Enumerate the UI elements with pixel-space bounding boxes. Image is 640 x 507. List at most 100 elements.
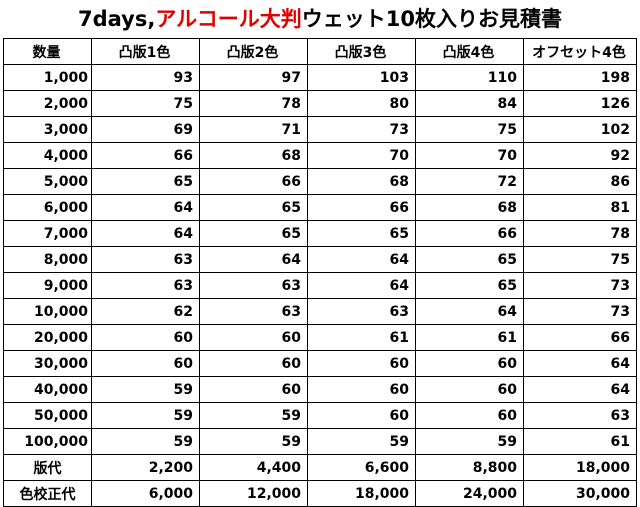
price-cell: 66 [523,324,637,351]
table-row: 50,000 59 59 60 60 63 [3,402,637,429]
price-cell: 64 [199,246,308,273]
price-cell: 71 [199,116,308,143]
price-cell: 60 [199,376,308,403]
price-cell: 69 [91,116,200,143]
price-cell: 60 [415,376,524,403]
price-cell: 63 [307,298,416,325]
price-cell: 61 [523,428,637,455]
header-row: 数量 凸版1色 凸版2色 凸版3色 凸版4色 オフセット4色 [3,38,637,65]
quantity-cell: 2,000 [3,90,92,117]
price-cell: 75 [415,116,524,143]
quantity-cell: 3,000 [3,116,92,143]
price-cell: 60 [307,376,416,403]
price-cell: 59 [91,376,200,403]
price-cell: 68 [415,194,524,221]
fee-cell: 2,200 [91,454,200,481]
fee-cell: 30,000 [523,480,637,507]
price-cell: 63 [91,246,200,273]
table-row: 6,000 64 65 66 68 81 [3,194,637,221]
price-cell: 80 [307,90,416,117]
price-cell: 75 [91,90,200,117]
price-cell: 63 [523,402,637,429]
quantity-cell: 1,000 [3,64,92,91]
price-cell: 66 [199,168,308,195]
table-body: 1,000 93 97 103 110 198 2,000 75 78 80 84 126 3,000 6… [3,64,637,507]
table-row: 40,000 59 60 60 60 64 [3,376,637,403]
price-cell: 63 [199,272,308,299]
table-row: 100,000 59 59 59 59 61 [3,428,637,455]
price-cell: 72 [415,168,524,195]
table-row: 30,000 60 60 60 60 64 [3,350,637,377]
price-cell: 73 [523,298,637,325]
fee-cell: 4,400 [199,454,308,481]
price-cell: 60 [91,324,200,351]
header-letterpress-4-color: 凸版4色 [415,38,524,65]
price-cell: 62 [91,298,200,325]
table-row: 20,000 60 60 61 61 66 [3,324,637,351]
price-cell: 59 [307,428,416,455]
row-label: 版代 [3,454,92,481]
footer-row: 版代 2,200 4,400 6,600 8,800 18,000 [3,454,637,481]
price-cell: 65 [415,272,524,299]
table-row: 4,000 66 68 70 70 92 [3,142,637,169]
fee-cell: 18,000 [307,480,416,507]
quantity-cell: 30,000 [3,350,92,377]
price-cell: 64 [307,272,416,299]
price-cell: 60 [199,350,308,377]
price-cell: 110 [415,64,524,91]
price-cell: 78 [199,90,308,117]
price-cell: 61 [415,324,524,351]
quantity-cell: 6,000 [3,194,92,221]
price-cell: 64 [91,194,200,221]
price-cell: 68 [199,142,308,169]
price-cell: 93 [91,64,200,91]
price-cell: 70 [415,142,524,169]
quantity-cell: 7,000 [3,220,92,247]
page-title: 7days,アルコール大判ウェット10枚入りお見積書 [0,0,640,38]
price-cell: 60 [91,350,200,377]
table-row: 7,000 64 65 65 66 78 [3,220,637,247]
table-row: 9,000 63 63 64 65 73 [3,272,637,299]
fee-cell: 18,000 [523,454,637,481]
price-cell: 70 [307,142,416,169]
price-cell: 78 [523,220,637,247]
price-cell: 65 [199,194,308,221]
price-cell: 97 [199,64,308,91]
price-cell: 60 [415,402,524,429]
title-suffix: ウェット10枚入りお見積書 [301,7,562,31]
price-cell: 65 [199,220,308,247]
quantity-cell: 9,000 [3,272,92,299]
fee-cell: 6,600 [307,454,416,481]
header-letterpress-1-color: 凸版1色 [91,38,200,65]
quantity-cell: 10,000 [3,298,92,325]
table-row: 5,000 65 66 68 72 86 [3,168,637,195]
price-cell: 68 [307,168,416,195]
price-cell: 64 [523,350,637,377]
price-cell: 66 [91,142,200,169]
header-quantity: 数量 [3,38,92,65]
price-cell: 64 [307,246,416,273]
price-cell: 59 [91,428,200,455]
header-letterpress-3-color: 凸版3色 [307,38,416,65]
table-row: 1,000 93 97 103 110 198 [3,64,637,91]
price-cell: 64 [91,220,200,247]
price-cell: 63 [199,298,308,325]
footer-row: 色校正代 6,000 12,000 18,000 24,000 30,000 [3,480,637,507]
quantity-cell: 4,000 [3,142,92,169]
price-cell: 61 [307,324,416,351]
title-highlight: アルコール大判 [155,7,302,31]
price-cell: 86 [523,168,637,195]
price-cell: 65 [307,220,416,247]
quantity-cell: 20,000 [3,324,92,351]
quantity-cell: 8,000 [3,246,92,273]
table-row: 8,000 63 64 64 65 75 [3,246,637,273]
quantity-cell: 50,000 [3,402,92,429]
price-cell: 59 [199,402,308,429]
price-cell: 84 [415,90,524,117]
price-cell: 75 [523,246,637,273]
table-row: 2,000 75 78 80 84 126 [3,90,637,117]
price-cell: 59 [415,428,524,455]
quantity-cell: 40,000 [3,376,92,403]
title-prefix: 7days, [78,7,156,31]
price-cell: 65 [91,168,200,195]
